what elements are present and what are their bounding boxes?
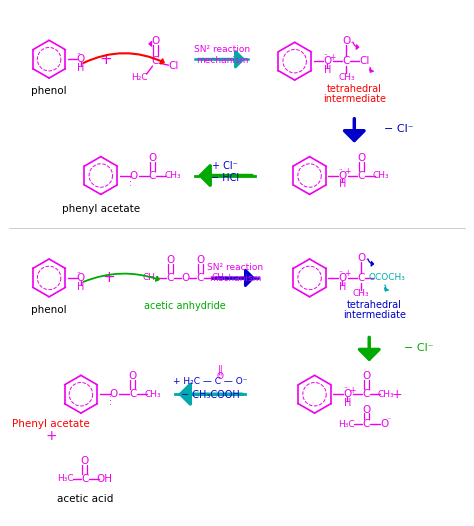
Text: CH₃: CH₃ (212, 274, 228, 282)
Text: :: : (129, 179, 132, 188)
Text: phenyl acetate: phenyl acetate (62, 204, 140, 214)
Text: O: O (148, 153, 156, 163)
Text: C: C (167, 273, 174, 283)
Text: − Cl⁻: − Cl⁻ (384, 124, 414, 134)
Text: − HCl: − HCl (211, 173, 239, 183)
Text: ⋅⋅: ⋅⋅ (343, 385, 347, 391)
Text: ⁻: ⁻ (364, 257, 368, 266)
Text: ⋅⋅: ⋅⋅ (338, 167, 343, 173)
Text: C: C (152, 56, 159, 66)
Text: O: O (181, 273, 190, 283)
Text: +: + (344, 269, 351, 278)
Text: C: C (81, 474, 89, 484)
Text: +: + (392, 388, 402, 401)
Text: H₃C: H₃C (338, 420, 355, 429)
Text: Phenyl acetate: Phenyl acetate (12, 419, 90, 429)
Text: H: H (339, 179, 346, 189)
Text: +: + (344, 167, 351, 176)
Text: O: O (151, 36, 160, 46)
Text: O: O (128, 371, 137, 381)
Text: :: : (109, 393, 112, 403)
Text: O: O (323, 56, 332, 66)
Text: C: C (129, 389, 137, 399)
Text: O: O (129, 170, 138, 180)
Text: :: : (129, 175, 132, 184)
Text: ⋅⋅: ⋅⋅ (77, 51, 81, 57)
Text: intermediate: intermediate (343, 310, 406, 320)
Text: OCOCH₃: OCOCH₃ (369, 274, 406, 282)
Text: acetic acid: acetic acid (57, 493, 113, 503)
Text: O: O (357, 153, 365, 163)
Text: H: H (344, 398, 351, 408)
Text: ⋅⋅: ⋅⋅ (338, 269, 343, 275)
Text: CH₃: CH₃ (378, 390, 394, 399)
Text: O: O (338, 170, 346, 180)
Text: H: H (324, 65, 331, 75)
Text: H₂C: H₂C (131, 73, 148, 82)
Text: Cl: Cl (359, 56, 369, 66)
Text: +: + (349, 386, 356, 394)
Text: CH₃: CH₃ (373, 171, 390, 180)
Text: O: O (109, 389, 118, 399)
Text: CH₃: CH₃ (338, 73, 355, 82)
Text: ⁻: ⁻ (387, 416, 392, 424)
Text: C: C (343, 56, 350, 66)
Text: H: H (77, 282, 84, 292)
Text: O: O (380, 419, 388, 429)
Text: C: C (363, 389, 370, 399)
Text: C: C (357, 273, 365, 283)
Text: +: + (329, 53, 336, 62)
Text: O: O (342, 36, 350, 46)
Text: ⋅⋅: ⋅⋅ (77, 270, 81, 276)
Text: +: + (100, 52, 112, 67)
Text: SN² reaction: SN² reaction (207, 264, 263, 272)
Text: SN² reaction: SN² reaction (194, 45, 250, 54)
Text: C: C (197, 273, 204, 283)
Text: phenol: phenol (31, 86, 67, 96)
Text: O: O (196, 255, 204, 265)
Text: ‖: ‖ (218, 364, 222, 375)
Text: O: O (362, 405, 370, 415)
Text: CH₃: CH₃ (144, 390, 161, 399)
Text: O: O (362, 371, 370, 381)
Text: intermediate: intermediate (323, 94, 386, 104)
Text: H₃C: H₃C (57, 474, 73, 483)
Text: ⋅⋅: ⋅⋅ (323, 52, 328, 58)
Text: O: O (343, 389, 352, 399)
Text: acetic anhydride: acetic anhydride (145, 301, 226, 311)
Text: tetrahedral: tetrahedral (327, 84, 382, 94)
Text: :: : (109, 398, 112, 407)
Text: C: C (149, 170, 156, 180)
Text: O: O (77, 273, 85, 283)
Text: + Cl⁻: + Cl⁻ (212, 160, 238, 170)
Text: − Cl⁻: − Cl⁻ (404, 342, 434, 352)
Text: CH₃: CH₃ (142, 274, 159, 282)
Text: O: O (81, 456, 89, 466)
Text: H: H (339, 282, 346, 292)
Text: +: + (102, 270, 115, 286)
Text: phenol: phenol (31, 305, 67, 315)
Text: H: H (77, 63, 84, 73)
Text: C: C (363, 419, 370, 429)
Text: O: O (77, 54, 85, 64)
Text: mechanism: mechanism (209, 275, 261, 284)
Text: ⁻: ⁻ (349, 40, 354, 49)
Text: mechanism: mechanism (196, 56, 248, 65)
Text: tetrahedral: tetrahedral (347, 300, 401, 310)
Text: + H₂C — C — O⁻: + H₂C — C — O⁻ (173, 377, 247, 386)
Text: O: O (166, 255, 174, 265)
Text: OH: OH (97, 474, 113, 484)
Text: O: O (217, 372, 224, 381)
Text: Cl: Cl (168, 61, 179, 71)
Text: O: O (338, 273, 346, 283)
Text: CH₃: CH₃ (353, 289, 370, 298)
Text: O: O (357, 253, 365, 263)
Text: C: C (357, 170, 365, 180)
Text: CH₃: CH₃ (164, 171, 181, 180)
Text: +: + (46, 429, 57, 443)
Text: − CH₃COOH: − CH₃COOH (181, 390, 239, 400)
